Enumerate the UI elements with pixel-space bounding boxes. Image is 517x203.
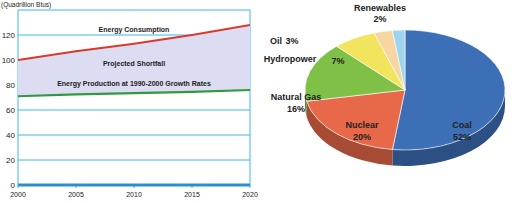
- y-tick-label: 100: [2, 56, 16, 65]
- slice-value-label: 3%: [285, 36, 298, 46]
- x-tick-label: 2010: [126, 191, 142, 198]
- x-tick-label: 2015: [184, 191, 200, 198]
- y-axis-label: (Quadrillion Btus): [1, 1, 51, 9]
- plot-area: [18, 25, 250, 96]
- slice-value-label: 7%: [331, 56, 344, 66]
- slice-value-label: 2%: [373, 14, 386, 24]
- pie-slice: [392, 30, 505, 150]
- series-line: [18, 25, 250, 60]
- annotation: Projected Shortfall: [103, 60, 165, 68]
- shortfall-area: [18, 25, 250, 96]
- pie-slice: [392, 30, 405, 90]
- y-tick-label: 0: [11, 181, 16, 190]
- x-tick-label: 2020: [242, 191, 258, 198]
- slice-value-label: 20%: [353, 132, 371, 142]
- chart-canvas: 0 20 40 60 80 100 120 2000 2005 2010 2015 2020 (Quad…: [0, 0, 517, 203]
- y-tick-label: 40: [6, 131, 15, 140]
- slice-label: Oil: [270, 36, 282, 46]
- series-label: Energy Consumption: [99, 26, 170, 34]
- slice-value-label: 52%: [453, 132, 471, 142]
- slice-label: Coal: [452, 120, 472, 130]
- x-axis-line: [18, 184, 250, 187]
- grid-line: [18, 185, 250, 186]
- grid-line: [18, 110, 250, 111]
- pie: [305, 30, 505, 166]
- slice-label: Natural Gas: [271, 92, 322, 102]
- x-tick-label: 2005: [68, 191, 84, 198]
- grid-line: [18, 135, 250, 136]
- x-tick-label: 2000: [10, 191, 26, 198]
- series-line: [18, 90, 250, 96]
- grid-line: [18, 160, 250, 161]
- y-tick-label: 120: [2, 31, 16, 40]
- y-axis-line: [18, 10, 19, 185]
- slice-label: Renewables: [354, 3, 406, 13]
- slice-value-label: 16%: [287, 104, 305, 114]
- slice-label: Hydropower: [264, 54, 317, 64]
- frame-top: [18, 10, 250, 11]
- y-tick-label: 20: [6, 156, 15, 165]
- slice-label: Nuclear: [345, 120, 379, 130]
- series-label: Energy Production at 1990-2000 Growth Ra…: [57, 80, 211, 88]
- pie-slice: [374, 30, 405, 90]
- y-tick-label: 60: [6, 106, 15, 115]
- y-tick-label: 80: [6, 81, 15, 90]
